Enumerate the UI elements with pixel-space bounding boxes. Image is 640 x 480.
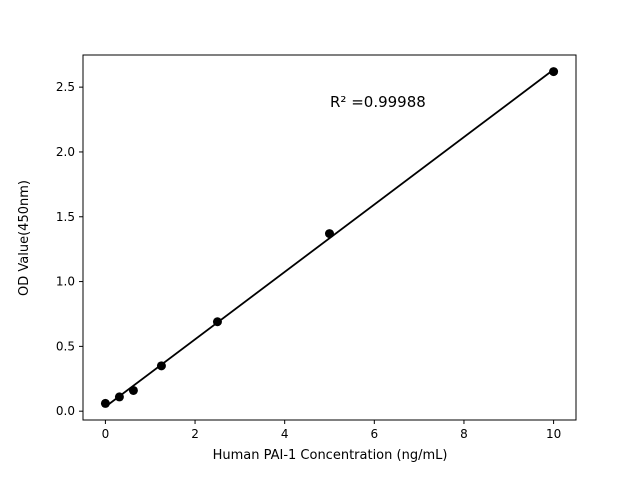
data-point (212, 317, 222, 327)
data-point (549, 67, 559, 77)
y-tick-label: 2.0 (56, 145, 75, 159)
y-axis-label: OD Value(450nm) (17, 180, 32, 296)
x-axis-label: Human PAI-1 Concentration (ng/mL) (213, 448, 448, 463)
data-point (156, 361, 166, 371)
x-tick-label: 6 (370, 427, 378, 441)
plot-frame (82, 54, 577, 421)
y-axis: 0.0 0.5 1.0 1.5 2.0 2.5 (56, 80, 83, 418)
x-tick-label: 0 (102, 427, 110, 441)
x-tick-label: 10 (546, 427, 561, 441)
y-tick-label: 1.0 (56, 275, 75, 289)
fit-line (104, 68, 555, 408)
x-axis: 0 2 4 6 8 10 (102, 420, 561, 441)
plot-area: 0 2 4 6 8 10 0.0 0.5 1.0 1.5 2.0 2.5 (56, 54, 577, 441)
x-tick-label: 2 (191, 427, 199, 441)
r-squared-annotation: R² =0.99988 (330, 93, 426, 111)
y-tick-label: 2.5 (56, 80, 75, 94)
y-tick-label: 1.5 (56, 210, 75, 224)
data-point (128, 385, 138, 395)
data-point (114, 392, 124, 402)
data-point (100, 398, 110, 408)
data-point (325, 229, 334, 239)
x-tick-label: 8 (460, 427, 468, 441)
x-tick-label: 4 (281, 427, 289, 441)
y-tick-label: 0.5 (56, 339, 75, 353)
y-tick-label: 0.0 (56, 404, 75, 418)
